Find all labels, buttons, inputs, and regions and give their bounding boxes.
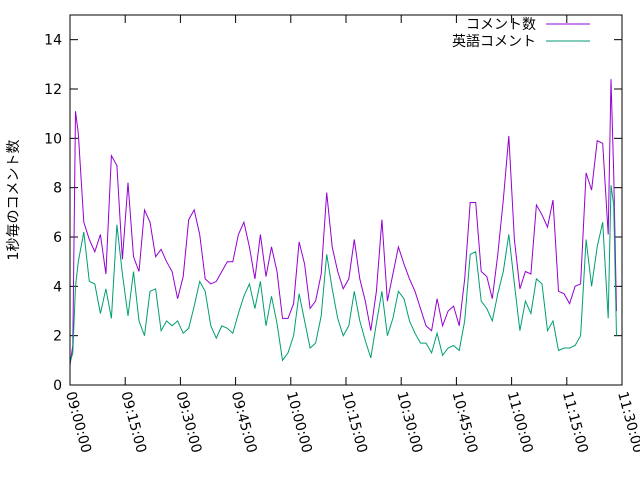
- series-line-2: [69, 185, 617, 363]
- x-tick-label: 09:30:00: [173, 390, 205, 455]
- x-tick-label: 09:00:00: [62, 390, 94, 455]
- y-axis-label: 1秒毎のコメント数: [6, 140, 22, 261]
- y-tick-labels: 0 2 4 6 8 10 12 14: [44, 33, 62, 394]
- y-tick-label: 10: [44, 131, 62, 147]
- legend-label: 英語コメント: [452, 33, 536, 50]
- x-tick-labels: 09:00:00 09:15:00 09:30:00 09:45:00 10:00:00…: [62, 390, 640, 455]
- x-tick-label: 10:45:00: [449, 390, 481, 455]
- y-tick-label: 2: [53, 329, 62, 345]
- series-layer: [69, 79, 617, 366]
- x-tick-label: 11:30:00: [614, 390, 640, 455]
- y-tick-label: 8: [53, 181, 62, 197]
- y-tick-label: 4: [53, 279, 62, 295]
- x-tick-label: 09:45:00: [228, 390, 260, 455]
- y-tick-label: 6: [53, 230, 62, 246]
- axis-ticks: [69, 15, 623, 386]
- x-tick-label: 11:15:00: [559, 390, 591, 455]
- legend-label: コメント数: [466, 17, 536, 33]
- plot-frame: [69, 14, 623, 386]
- y-tick-label: 14: [44, 33, 62, 49]
- y-tick-label: 12: [44, 82, 62, 98]
- y-tick-label: 0: [53, 378, 62, 394]
- x-tick-label: 10:30:00: [393, 390, 425, 455]
- x-tick-label: 10:15:00: [338, 390, 370, 455]
- x-tick-label: 11:00:00: [504, 390, 536, 455]
- series-line-1: [69, 79, 617, 366]
- x-tick-label: 10:00:00: [283, 390, 315, 455]
- x-tick-label: 09:15:00: [117, 390, 149, 455]
